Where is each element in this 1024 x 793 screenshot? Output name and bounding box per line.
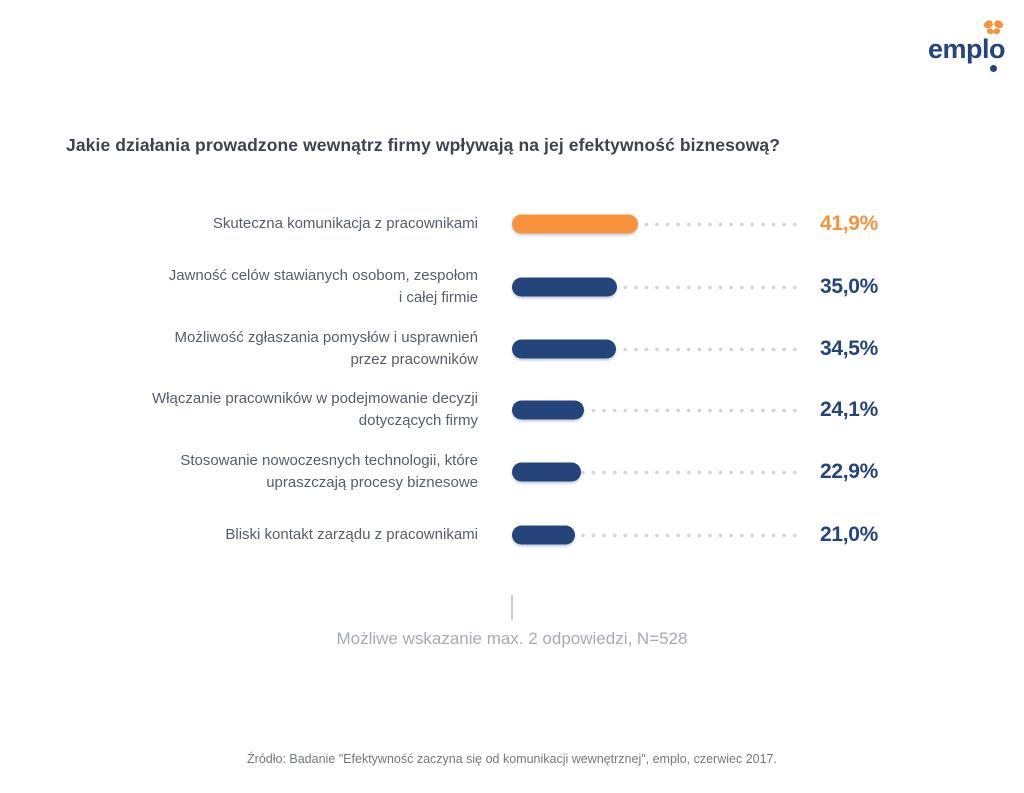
chart-note: Możliwe wskazanie max. 2 odpowiedzi, N=5…	[336, 629, 688, 648]
bar	[512, 525, 575, 545]
chart-row: Skuteczna komunikacja z pracownikami 41,…	[0, 193, 1024, 255]
value-label: 35,0%	[820, 275, 879, 298]
axis-tick-mark	[511, 595, 513, 620]
category-label: Możliwość zgłaszania pomysłów i usprawni…	[174, 329, 478, 368]
chart-title: Jakie działania prowadzone wewnątrz firm…	[66, 135, 781, 155]
dotted-leader-line	[514, 469, 800, 475]
dotted-leader-line	[514, 532, 800, 538]
category-label: Włączanie pracowników w podejmowanie dec…	[152, 390, 478, 429]
chart-row: Włączanie pracowników w podejmowanie dec…	[0, 379, 1024, 441]
dotted-leader-line	[514, 284, 800, 290]
emplo-logo: emplo	[921, 14, 1006, 76]
chart-row: Jawność celów stawianych osobom, zespoło…	[0, 256, 1024, 318]
source-line: Źródło: Badanie "Efektywność zaczyna się…	[247, 752, 777, 766]
bar	[512, 214, 638, 234]
logo-wordmark: emplo	[927, 34, 1006, 64]
bar	[512, 400, 585, 420]
value-label: 21,0%	[820, 523, 879, 546]
bar-track	[512, 525, 800, 545]
value-label: 41,9%	[820, 212, 879, 235]
category-label: Jawność celów stawianych osobom, zespoło…	[168, 267, 478, 306]
dotted-leader-line	[514, 346, 800, 352]
bar	[512, 339, 616, 359]
value-label: 22,9%	[820, 460, 879, 483]
chart-row: Bliski kontakt zarządu z pracownikami 21…	[0, 504, 1024, 566]
category-label: Skuteczna komunikacja z pracownikami	[212, 215, 478, 232]
chart-row: Możliwość zgłaszania pomysłów i usprawni…	[0, 318, 1024, 380]
chart-row: Stosowanie nowoczesnych technologii, któ…	[0, 441, 1024, 503]
bar-track	[512, 214, 800, 234]
category-label: Stosowanie nowoczesnych technologii, któ…	[180, 452, 478, 491]
logo-dot-icon	[990, 65, 997, 72]
dotted-leader-line	[514, 221, 800, 227]
bar-track	[512, 277, 800, 297]
category-label: Bliski kontakt zarządu z pracownikami	[225, 526, 478, 543]
dotted-leader-line	[514, 407, 800, 413]
bar-track	[512, 339, 800, 359]
bar-track	[512, 400, 800, 420]
value-label: 24,1%	[820, 398, 879, 421]
bar-track	[512, 462, 800, 482]
butterfly-icon	[983, 19, 1004, 35]
bar	[512, 277, 617, 297]
value-label: 34,5%	[820, 337, 879, 360]
bar	[512, 462, 581, 482]
